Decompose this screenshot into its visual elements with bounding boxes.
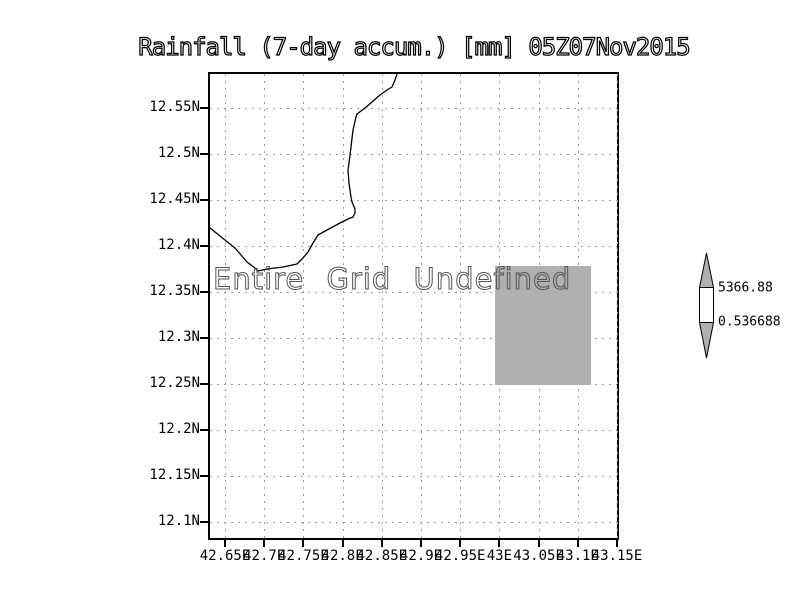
colorbar: 5366.88 0.536688 <box>698 252 792 362</box>
v-gridline <box>421 74 422 538</box>
y-axis-tick-label: 12.3N <box>157 329 200 346</box>
h-gridline <box>210 522 617 523</box>
x-axis-tick <box>380 540 383 547</box>
y-axis-tick-label: 12.45N <box>149 191 200 208</box>
y-axis-tick-label: 12.35N <box>149 283 200 300</box>
y-axis-tick-label: 12.25N <box>149 375 200 392</box>
y-axis-tick <box>200 337 208 339</box>
x-axis-tick <box>224 540 226 547</box>
v-gridline <box>225 74 226 538</box>
plot-title: Rainfall (7-day accum.) [mm] 05Z07Nov201… <box>138 32 692 61</box>
coastline-map <box>210 74 398 272</box>
colorbar-min-label: 0.536688 <box>718 314 781 330</box>
y-axis-tick-label: 12.5N <box>157 145 200 162</box>
y-axis-tick-label: 12.4N <box>157 237 200 254</box>
v-gridline <box>617 74 618 538</box>
y-axis-tick-label: 12.2N <box>157 421 200 438</box>
h-gridline <box>210 108 617 109</box>
x-axis-tick <box>341 540 344 547</box>
v-gridline <box>381 74 383 538</box>
x-axis-tick-label: 43.1E <box>556 548 599 564</box>
x-axis-tick-label: 42.85E <box>356 548 408 564</box>
x-axis-tick-label: 43E <box>486 548 513 564</box>
h-gridline <box>210 292 617 293</box>
y-axis-tick-label: 12.55N <box>149 99 200 116</box>
x-axis-tick <box>420 540 422 547</box>
x-axis-tick-label: 42.7E <box>243 548 286 564</box>
y-axis-tick <box>200 291 208 293</box>
y-axis-tick <box>200 245 208 247</box>
y-axis-tick <box>200 521 208 523</box>
y-axis-tick <box>200 429 208 431</box>
x-axis-tick <box>459 540 462 547</box>
colorbar-box <box>699 287 714 323</box>
v-gridline <box>342 74 344 538</box>
h-gridline <box>210 338 617 339</box>
x-axis-tick <box>263 540 266 547</box>
plot-area: Entire Grid Undefined 12.55N 12.5N 12.45N 1… <box>149 72 642 564</box>
h-gridline <box>210 430 617 431</box>
h-gridline <box>210 246 617 247</box>
undefined-status-text: Entire Grid Undefined <box>212 262 572 297</box>
x-axis-tick <box>302 540 305 547</box>
h-gridline <box>210 154 617 155</box>
undefined-data-cell <box>495 266 591 385</box>
v-gridline <box>264 74 266 538</box>
x-axis-tick-label: 42.75E <box>278 548 329 564</box>
h-gridline <box>210 476 617 477</box>
x-axis-tick <box>498 540 501 547</box>
v-gridline <box>460 74 462 538</box>
coastline-path <box>210 74 398 272</box>
colorbar-max-label: 5366.88 <box>718 280 773 296</box>
h-gridline <box>210 200 617 201</box>
v-gridline <box>303 74 305 538</box>
x-axis-tick-label: 42.9E <box>399 548 443 564</box>
y-axis-tick-label: 12.15N <box>149 467 200 484</box>
colorbar-upper-arrow-icon <box>698 252 715 288</box>
y-axis-tick <box>200 383 208 385</box>
x-axis-tick <box>616 540 618 547</box>
x-axis-tick-label: 42.95E <box>434 548 486 564</box>
x-axis-tick-label: 42.65E <box>199 548 251 564</box>
colorbar-lower-arrow-icon <box>698 322 715 359</box>
y-axis-tick <box>200 475 208 477</box>
y-axis-tick <box>200 199 208 201</box>
x-axis-tick <box>576 540 579 547</box>
x-axis-tick <box>537 540 540 547</box>
y-axis-tick-label: 12.1N <box>157 513 200 530</box>
y-axis-tick <box>200 107 208 109</box>
x-axis-tick-label: 43.15E <box>591 548 643 564</box>
h-gridline <box>210 384 617 385</box>
x-axis-tick-label: 42.8E <box>321 548 364 564</box>
x-axis-tick-label: 43.05E <box>513 548 564 564</box>
colorbar-scale <box>698 252 715 359</box>
y-axis-tick <box>200 153 208 155</box>
